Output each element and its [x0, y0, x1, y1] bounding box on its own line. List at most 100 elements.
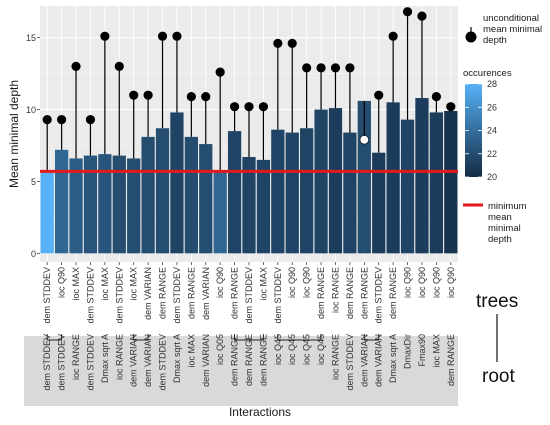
x-tick-label-lower: dem RANGE	[230, 334, 240, 386]
bar	[300, 128, 314, 254]
bar	[155, 128, 170, 254]
unconditional-stems	[42, 7, 456, 172]
x-tick-label-lower: dem VARIAN	[201, 334, 211, 387]
x-tick-label-upper: ioc Q90	[431, 267, 441, 298]
x-tick-label-upper: dem VARIAN	[201, 267, 211, 320]
x-tick-label-upper: ioc Q90	[302, 267, 312, 298]
x-axis-title: Interactions	[229, 405, 291, 419]
bar	[213, 171, 227, 254]
unconditional-point	[201, 92, 211, 102]
x-tick-label-upper: ioc MAX	[129, 267, 139, 301]
x-tick-label-lower: ioc RANGE	[330, 334, 340, 380]
x-tick-label-upper: ioc Q90	[287, 267, 297, 298]
tree-bracket	[133, 334, 149, 341]
bar	[285, 132, 299, 254]
bar	[328, 108, 343, 254]
x-tick-label-upper: ioc Q90	[403, 267, 413, 298]
x-tick-label-lower: dem VARIAN	[359, 334, 369, 387]
trees-label: trees	[476, 291, 518, 312]
x-tick-label-upper: dem RANGE	[158, 267, 168, 319]
x-tick-label-upper: dem RANGE	[316, 267, 326, 319]
bar	[199, 144, 213, 254]
bar	[184, 136, 198, 254]
legend-colorbar-ticks: 20 22 24 26 28	[465, 79, 497, 182]
bar	[54, 149, 69, 254]
x-tick-label-upper: dem STDDEV	[85, 267, 95, 324]
x-tick-label-lower: ioc Q45	[273, 334, 283, 365]
bar	[227, 131, 242, 254]
y-tick-label: 10	[26, 105, 36, 115]
x-tick-label-lower: ioc Q45	[302, 334, 312, 365]
x-tick-label-lower: dem RANGE	[258, 334, 268, 386]
unconditional-point	[244, 102, 254, 112]
unconditional-point	[330, 63, 341, 73]
y-tick-label: 15	[26, 33, 36, 43]
unconditional-point	[85, 115, 96, 125]
x-tick-label-upper: dem STDDEV	[273, 267, 283, 324]
unconditional-point	[57, 115, 67, 125]
dendrogram	[46, 334, 380, 341]
unconditional-point	[273, 38, 283, 48]
x-tick-label-lower: ioc RANGE	[71, 334, 81, 380]
tree-bracket	[234, 334, 264, 341]
x-tick-label-upper: dem RANGE	[186, 267, 196, 319]
x-tick-label-upper: ioc Q90	[446, 267, 456, 298]
unconditional-point	[345, 63, 355, 73]
bar	[386, 102, 400, 254]
y-tick-label: 5	[31, 177, 36, 187]
bar	[112, 155, 126, 254]
bar	[83, 155, 98, 254]
unconditional-point	[172, 31, 182, 41]
x-tick-label-upper: ioc MAX	[71, 267, 81, 301]
colorbar-tick-label: 28	[487, 79, 497, 89]
x-tick-label-lower: ioc RANGE	[114, 334, 124, 380]
tree-bracket	[46, 334, 63, 341]
x-tick-label-lower: ioc MAX	[186, 334, 196, 368]
bars	[40, 98, 458, 254]
bar	[141, 136, 155, 254]
unconditional-point	[316, 63, 326, 73]
unconditional-point	[129, 90, 139, 100]
x-tick-label-lower: dem STDDEV	[85, 334, 95, 391]
unconditional-point	[402, 7, 413, 17]
x-tick-label-upper: dem RANGE	[345, 267, 355, 319]
tree-bracket	[277, 334, 322, 341]
bar	[372, 152, 386, 254]
unconditional-point	[287, 38, 297, 48]
tree-bracket	[363, 334, 380, 341]
x-tick-label-lower: dem VARIAN	[374, 334, 384, 387]
unconditional-point	[302, 63, 312, 73]
x-tick-label-upper: dem VARIAN	[143, 267, 153, 320]
colorbar-tick-label: 24	[487, 126, 497, 136]
x-tick-label-upper: ioc MAX	[258, 267, 268, 301]
root-label: root	[482, 366, 515, 387]
y-axis-title: Mean minimal depth	[7, 80, 21, 188]
x-tick-label-lower: dem VARIAN	[143, 334, 153, 387]
bar	[127, 158, 141, 254]
x-tick-label-lower: ioc Q05	[215, 334, 225, 365]
x-tick-label-lower: DmaxDir	[403, 334, 413, 369]
x-tick-label-upper: dem STDDEV	[42, 267, 52, 324]
unconditional-point	[359, 135, 369, 145]
x-tick-labels: dem STDDEV dem STDDEV ioc Q90 dem STDDEV ioc…	[42, 262, 456, 391]
bar	[444, 110, 458, 254]
bar	[343, 132, 357, 254]
unconditional-point	[388, 31, 398, 41]
root-band	[24, 336, 458, 406]
x-tick-label-upper: ioc MAX	[100, 267, 110, 301]
bar	[242, 157, 256, 254]
x-tick-label-upper: ioc Q90	[215, 267, 225, 298]
x-tick-label-lower: Fmax90	[417, 334, 427, 367]
x-tick-label-upper: ioc Q90	[417, 267, 427, 298]
unconditional-point	[431, 92, 441, 102]
unconditional-point	[143, 90, 153, 100]
bar	[98, 154, 112, 254]
bar	[314, 109, 328, 254]
y-tick-label: 0	[31, 249, 36, 259]
x-tick-label-upper: dem RANGE	[230, 267, 240, 319]
x-tick-label-lower: dem STDDEV	[158, 334, 168, 391]
bar	[256, 159, 271, 254]
colorbar-tick-label: 22	[487, 149, 497, 159]
x-tick-label-upper: ioc RANGE	[330, 267, 340, 313]
